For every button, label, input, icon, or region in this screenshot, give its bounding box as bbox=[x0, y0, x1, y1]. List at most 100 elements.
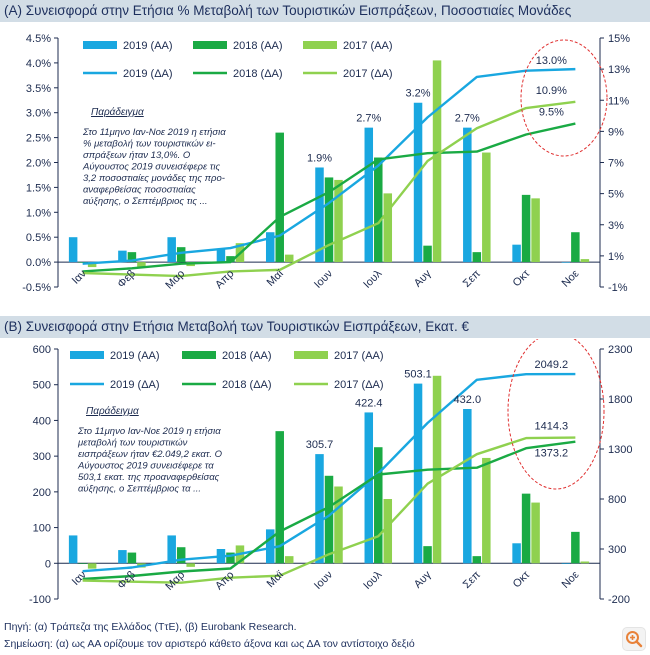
bar-2017-Οκτ bbox=[531, 502, 540, 564]
right-tick-label: 13% bbox=[608, 64, 630, 76]
x-tick-label: Ιουλ bbox=[361, 569, 384, 592]
left-tick-label: 4.5% bbox=[26, 33, 51, 45]
bar-2018-Νοε bbox=[571, 531, 580, 564]
chart-a: -0.5% 0.0% 0.5% 1.0% 1.5% 2.0% 2.5% 3.0% 3.5% 4.0… bbox=[22, 33, 630, 294]
data-label: 432.0 bbox=[454, 394, 482, 406]
example-note-line: 3,2 ποσοστιαίες μονάδες της προ- bbox=[83, 173, 225, 184]
left-tick-label: 1.5% bbox=[26, 182, 51, 194]
example-note-line: Αύγουστος 2019 συνεισέφερε τις bbox=[82, 162, 220, 173]
x-tick-label: Οκτ bbox=[511, 267, 533, 289]
bar-2019-Αυγ bbox=[413, 383, 423, 564]
legend-label: 2017 (ΔΑ) bbox=[334, 379, 384, 391]
chart-a-title: (Α) Συνεισφορά στην Ετήσια % Μεταβολή τω… bbox=[0, 0, 650, 22]
example-note-line: αύξησης, ο Σεπτέμβριος τις ... bbox=[83, 196, 208, 207]
left-tick-label: 400 bbox=[33, 415, 51, 427]
right-tick-label: 300 bbox=[608, 544, 626, 556]
x-tick-label: Απρ bbox=[213, 569, 236, 592]
x-tick-label: Αυγ bbox=[412, 569, 434, 591]
bar-2017-Φεβ bbox=[137, 262, 146, 268]
bar-2018-Απρ bbox=[226, 256, 235, 263]
bar-2018-Ιαν bbox=[78, 262, 87, 263]
bar-2019-Μαϊ bbox=[265, 232, 275, 263]
bar-2017-Νοε bbox=[580, 259, 590, 263]
bar-2018-Απρ bbox=[226, 552, 235, 564]
data-label: 10.9% bbox=[536, 85, 567, 97]
bar-2019-Φεβ bbox=[118, 250, 127, 263]
x-tick-label: Σεπ bbox=[461, 267, 483, 289]
x-tick-label: Αυγ bbox=[412, 267, 434, 289]
bar-2019-Μαρ bbox=[167, 535, 176, 564]
chart-b: -100 0 100 200 300 400 500 600 -200 300 800 1300 180… bbox=[29, 339, 632, 606]
x-tick-label: Σεπ bbox=[461, 569, 483, 591]
bar-2018-Οκτ bbox=[521, 194, 531, 263]
x-tick-label: Ιουν bbox=[312, 267, 335, 290]
line-2018 bbox=[82, 440, 576, 581]
bar-2017-Ιουλ bbox=[383, 193, 393, 263]
legend-label: 2019 (ΑΑ) bbox=[123, 40, 173, 52]
left-tick-label: 300 bbox=[33, 451, 51, 463]
example-note-line: Αύγουστος 2019 συνεισέφερε τα bbox=[77, 461, 214, 472]
bar-2019-Ιουν bbox=[315, 167, 324, 263]
x-tick-label: Ιουλ bbox=[361, 267, 384, 290]
left-tick-label: 0.5% bbox=[26, 232, 51, 244]
bar-2017-Αυγ bbox=[432, 60, 442, 263]
data-label: 2.7% bbox=[356, 113, 381, 125]
highlight-ellipse bbox=[520, 39, 608, 157]
x-tick-label: Μαϊ bbox=[265, 569, 287, 591]
bar-2019-Νοε bbox=[561, 262, 571, 263]
left-tick-label: 3.0% bbox=[26, 108, 51, 120]
bar-2019-Μαρ bbox=[167, 237, 176, 263]
chart-b-title: (Β) Συνεισφορά στην Ετήσια Μεταβολή των … bbox=[0, 316, 650, 338]
bar-2017-Σεπ bbox=[482, 152, 491, 263]
zoom-in-icon[interactable] bbox=[622, 627, 646, 651]
legend-label: 2017 (ΑΑ) bbox=[343, 40, 393, 52]
bar-2019-Ιουλ bbox=[364, 412, 374, 564]
example-note-line: Στο 11μηνο Ιαν-Νοε 2019 η ετήσια bbox=[77, 426, 221, 437]
right-tick-label: -200 bbox=[608, 594, 630, 606]
legend-label: 2018 (ΔΑ) bbox=[222, 379, 272, 391]
bar-2019-Νοε bbox=[561, 563, 571, 564]
bar-2018-Ιουλ bbox=[374, 157, 383, 263]
left-tick-label: 3.5% bbox=[26, 83, 51, 95]
bar-2018-Σεπ bbox=[472, 556, 482, 564]
legend-label: 2018 (ΑΑ) bbox=[233, 40, 283, 52]
x-tick-label: Νοε bbox=[560, 268, 582, 290]
legend-label: 2018 (ΑΑ) bbox=[222, 350, 272, 362]
bar-2017-Μαϊ bbox=[284, 254, 294, 263]
example-note-title: Παράδειγμα bbox=[86, 405, 139, 417]
example-note-line: 503,1 εκατ. της προαναφερθείσας bbox=[78, 472, 220, 483]
highlight-ellipse bbox=[507, 339, 605, 490]
bar-2017-Σεπ bbox=[482, 457, 491, 564]
example-note-title: Παράδειγμα bbox=[91, 106, 144, 118]
data-label: 1373.2 bbox=[535, 448, 569, 460]
x-tick-label: Μαρ bbox=[163, 268, 187, 292]
legend-swatch-bar bbox=[193, 41, 227, 49]
legend-swatch-bar bbox=[70, 351, 104, 359]
right-tick-label: 2300 bbox=[608, 344, 632, 356]
right-tick-label: 11% bbox=[608, 95, 629, 107]
example-note-line: Στο 11μηνο Ιαν-Νοε 2019 η ετήσια bbox=[82, 127, 226, 138]
bar-2018-Μαρ bbox=[176, 547, 186, 564]
data-label: 9.5% bbox=[539, 107, 564, 119]
data-label: 305.7 bbox=[306, 439, 334, 451]
left-tick-label: 600 bbox=[33, 344, 51, 356]
x-tick-label: Οκτ bbox=[511, 568, 533, 590]
footer-source: Πηγή: (α) Τράπεζα της Ελλάδος (ΤτΕ), (β)… bbox=[4, 621, 297, 633]
left-tick-label: 100 bbox=[33, 523, 51, 535]
right-tick-label: 9% bbox=[608, 126, 624, 138]
bar-2018-Ιουν bbox=[324, 475, 334, 564]
example-note-line: εισπράξεων ήταν €2.049,2 εκατ. Ο bbox=[78, 449, 223, 460]
bar-2019-Φεβ bbox=[118, 550, 127, 564]
x-tick-label: Ιουν bbox=[312, 569, 335, 592]
right-tick-label: 3% bbox=[608, 220, 624, 232]
bar-2017-Μαϊ bbox=[284, 556, 294, 564]
legend-swatch-bar bbox=[294, 351, 328, 359]
bar-2019-Ιαν bbox=[68, 237, 78, 263]
legend-label: 2017 (ΔΑ) bbox=[343, 68, 393, 80]
right-tick-label: 1800 bbox=[608, 394, 632, 406]
legend-label: 2017 (ΑΑ) bbox=[334, 350, 384, 362]
bar-2017-Οκτ bbox=[531, 198, 540, 263]
left-tick-label: 1.0% bbox=[26, 207, 51, 219]
bar-2018-Ιουν bbox=[324, 177, 334, 263]
bar-2019-Απρ bbox=[216, 248, 226, 263]
